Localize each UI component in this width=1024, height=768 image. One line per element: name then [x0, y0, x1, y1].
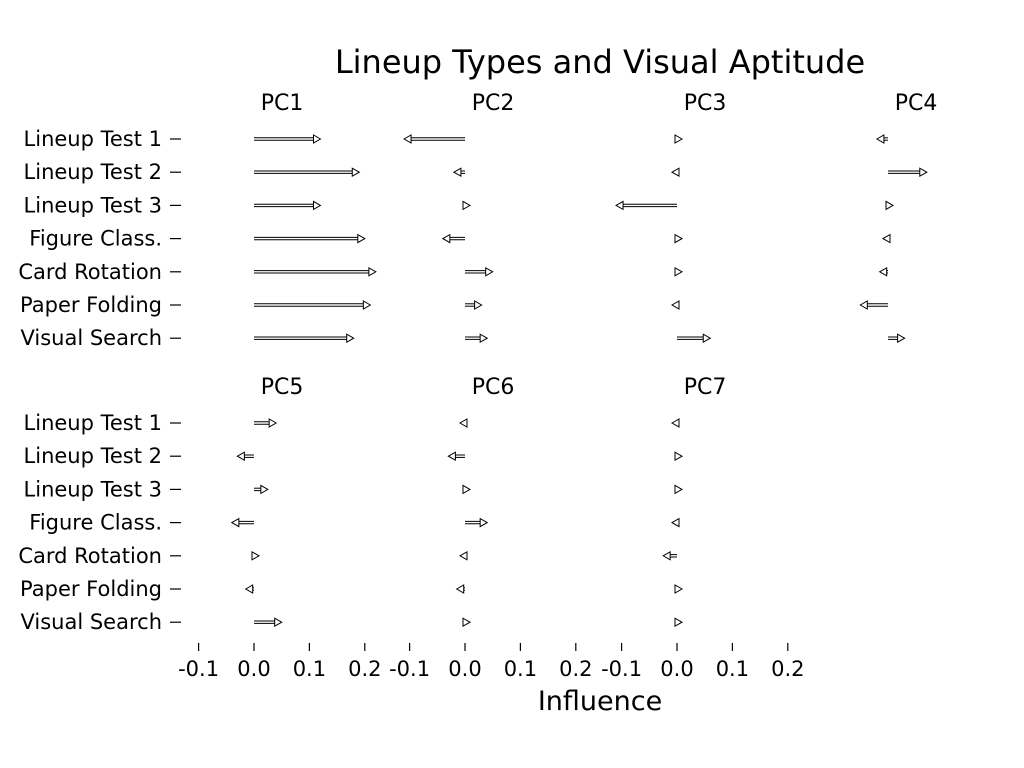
bottom-row-label: Paper Folding [20, 577, 162, 601]
influence-arrow [447, 451, 465, 462]
x-tick-label: 0.0 [660, 657, 693, 681]
influence-arrow [254, 300, 372, 310]
influence-arrow [885, 200, 895, 211]
x-axis-label: Influence [538, 686, 662, 717]
panel-pc2: PC2 [403, 91, 515, 344]
x-tick-label: 0.2 [771, 657, 804, 681]
influence-arrow [254, 233, 366, 244]
influence-arrow [674, 266, 684, 277]
row-labels-top: Lineup Test 1 Lineup Test 2 Lineup Test 3 F… [18, 127, 181, 350]
influence-arrow [462, 200, 472, 211]
influence-arrow [878, 266, 888, 277]
bottom-row-label: Lineup Test 3 [24, 477, 162, 501]
x-tick-label: -0.1 [389, 657, 430, 681]
panel-pc6: PC6 [447, 375, 515, 628]
influence-arrow [465, 517, 489, 528]
panel-pc5: PC5 [230, 375, 304, 628]
influence-arrow [452, 167, 465, 178]
influence-arrow [236, 451, 254, 462]
influence-arrow [455, 584, 465, 594]
influence-arrow [254, 484, 269, 495]
top-row-label: Visual Search [20, 326, 162, 350]
bottom-row-label: Lineup Test 2 [24, 444, 162, 468]
panel-pc7: PC7 [662, 375, 727, 628]
panel-label: PC3 [684, 91, 727, 116]
influence-arrow [458, 418, 468, 428]
influence-arrow [254, 617, 283, 628]
influence-arrow [465, 266, 494, 277]
x-tick-label: 0.1 [716, 657, 749, 681]
influence-arrow [254, 418, 278, 428]
influence-arrow [244, 584, 254, 594]
top-row-label: Card Rotation [18, 260, 162, 284]
top-row-label: Figure Class. [29, 227, 162, 251]
influence-arrow [875, 134, 888, 144]
influence-arrow [674, 233, 684, 244]
bottom-row-label: Card Rotation [18, 544, 162, 568]
panel-label: PC6 [472, 375, 515, 400]
x-tick-label: -0.1 [601, 657, 642, 681]
top-row-label: Paper Folding [20, 293, 162, 317]
bottom-row-label: Lineup Test 1 [24, 411, 162, 435]
influence-arrow [674, 134, 684, 144]
influence-arrow [441, 233, 465, 244]
panel-pc4: PC4 [859, 91, 938, 344]
influence-arrow [254, 266, 377, 277]
influence-arrow [670, 300, 680, 310]
influence-arrow [670, 418, 680, 428]
influence-arrow [888, 333, 906, 344]
influence-arrow [674, 617, 684, 628]
bottom-row-label: Visual Search [20, 610, 162, 634]
panel-label: PC7 [684, 375, 727, 400]
top-row-label: Lineup Test 2 [24, 160, 162, 184]
influence-arrow [458, 550, 468, 561]
x-tick-label: 0.0 [448, 657, 481, 681]
influence-arrow [674, 584, 684, 594]
panel-pc3: PC3 [615, 91, 727, 344]
panels: PC1 PC2 PC3 PC4 PC5 PC6 PC7 [230, 91, 938, 628]
influence-arrow [859, 300, 888, 310]
chart-title: Lineup Types and Visual Aptitude [335, 43, 865, 81]
influence-arrow [888, 167, 928, 178]
influence-arrow [615, 200, 677, 211]
bottom-row-label: Figure Class. [29, 511, 162, 535]
row-labels-bottom: Lineup Test 1 Lineup Test 2 Lineup Test 3 F… [18, 411, 181, 634]
x-tick-label: 0.2 [559, 657, 592, 681]
x-tick-label: 0.0 [237, 657, 270, 681]
x-tick-label: 0.1 [293, 657, 326, 681]
influence-arrow [462, 484, 472, 495]
panel-label: PC2 [472, 91, 515, 116]
x-tick-label: 0.1 [504, 657, 537, 681]
top-row-label: Lineup Test 3 [24, 193, 162, 217]
influence-arrow [254, 134, 322, 144]
influence-arrow [254, 333, 355, 344]
influence-arrow [881, 233, 891, 244]
influence-arrow [462, 617, 472, 628]
panel-pc1: PC1 [254, 91, 377, 344]
influence-arrow [254, 200, 322, 211]
panel-label: PC5 [261, 375, 304, 400]
influence-arrow [251, 550, 261, 561]
x-axis: -0.1 0.0 0.1 0.2 -0.1 0.0 0.1 0.2 -0.1 0.0 0.1 0.2 [178, 643, 805, 681]
panel-label: PC1 [261, 91, 304, 116]
influence-arrow [254, 167, 361, 178]
influence-arrow [674, 451, 684, 462]
influence-arrow [677, 333, 712, 344]
x-tick-label: -0.1 [178, 657, 219, 681]
influence-arrow [662, 550, 677, 561]
influence-arrow [465, 333, 489, 344]
influence-arrow [403, 134, 465, 144]
x-tick-label: 0.2 [348, 657, 381, 681]
influence-arrow [465, 300, 483, 310]
influence-arrow [670, 517, 680, 528]
influence-arrow [670, 167, 680, 178]
panel-label: PC4 [895, 91, 938, 116]
influence-arrow [230, 517, 254, 528]
influence-arrow [674, 484, 684, 495]
top-row-label: Lineup Test 1 [24, 127, 162, 151]
